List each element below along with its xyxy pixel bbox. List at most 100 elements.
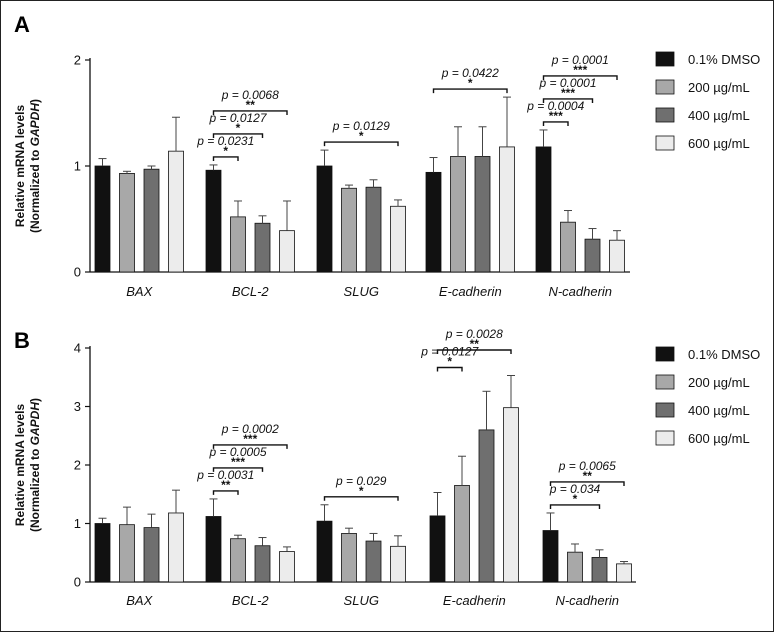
p-value-label: p = 0.0068 — [221, 88, 279, 102]
legend-swatch — [655, 135, 675, 151]
significance-stars: *** — [231, 455, 245, 469]
bar-b-2-0 — [316, 520, 333, 583]
legend-label: 600 µg/mL — [688, 136, 750, 151]
bar-a-3-0 — [425, 171, 442, 273]
y-tick-label: 2 — [74, 458, 81, 473]
category-label: N-cadherin — [555, 593, 619, 608]
legend-label: 200 µg/mL — [688, 80, 750, 95]
panel-a: A Relative mRNA levels(Normalized to GAPD… — [13, 12, 760, 299]
legend-swatch — [655, 346, 675, 362]
category-label: BCL-2 — [232, 284, 270, 299]
panel-letter: A — [14, 12, 30, 37]
category-label: BCL-2 — [232, 593, 270, 608]
p-value-label: p = 0.0031 — [196, 468, 254, 482]
significance-stars: * — [359, 129, 364, 143]
p-value-label: p = 0.029 — [335, 474, 387, 488]
significance-stars: ** — [470, 337, 480, 351]
bar-b-2-3 — [390, 545, 406, 583]
y-axis-label-suffix: ) — [28, 99, 42, 103]
bar-a-2-3 — [390, 205, 406, 273]
y-axis-label-prefix: (Normalized to — [28, 445, 42, 532]
bar-b-0-3 — [168, 512, 184, 583]
bar-b-3-3 — [503, 407, 519, 583]
legend-label: 0.1% DMSO — [688, 52, 760, 67]
category-label: E-cadherin — [439, 284, 502, 299]
bar-a-0-2 — [143, 168, 160, 273]
bar-b-0-1 — [119, 524, 135, 583]
y-tick-label: 4 — [74, 341, 81, 356]
bar-b-1-2 — [254, 545, 271, 583]
legend-swatch — [655, 79, 675, 95]
bar-a-3-3 — [499, 146, 515, 273]
y-axis-label-gene: GAPDH — [28, 103, 42, 147]
significance-stars: *** — [243, 432, 257, 446]
significance-stars: ** — [221, 478, 231, 492]
bar-a-3-1 — [450, 156, 466, 273]
significance-bracket — [212, 490, 239, 495]
legend-swatch — [655, 374, 675, 390]
bar-b-2-2 — [365, 540, 382, 583]
significance-stars: *** — [573, 63, 587, 77]
bar-b-1-1 — [230, 538, 246, 583]
p-value-label: p = 0.0127 — [208, 111, 267, 125]
bar-b-3-0 — [429, 515, 446, 583]
bar-a-3-2 — [474, 156, 491, 273]
significance-stars: * — [573, 492, 578, 506]
bar-a-2-2 — [365, 186, 382, 273]
y-axis-label-gene: GAPDH — [28, 402, 42, 446]
significance-bracket — [212, 110, 288, 115]
legend-label: 0.1% DMSO — [688, 347, 760, 362]
significance-bracket — [549, 481, 625, 486]
y-axis-label: Relative mRNA levels(Normalized to GAPDH… — [13, 99, 42, 233]
bar-b-4-3 — [616, 563, 632, 583]
significance-stars: * — [236, 121, 241, 135]
p-value-label: p = 0.0231 — [196, 134, 254, 148]
significance-bracket — [542, 98, 594, 103]
bar-b-1-0 — [205, 516, 222, 583]
category-label: BAX — [126, 593, 153, 608]
category-label: SLUG — [344, 593, 379, 608]
category-label: SLUG — [344, 284, 379, 299]
significance-stars: *** — [561, 86, 575, 100]
bar-b-2-1 — [341, 533, 357, 583]
legend-swatch — [655, 51, 675, 67]
legend-label: 400 µg/mL — [688, 108, 750, 123]
bar-a-4-2 — [584, 238, 601, 273]
p-value-label: p = 0.0422 — [441, 66, 499, 80]
panel-b: B Relative mRNA levels(Normalized to GAPD… — [13, 327, 760, 608]
bar-a-4-3 — [609, 239, 625, 273]
legend-swatch — [655, 430, 675, 446]
significance-stars: * — [468, 76, 473, 90]
bar-a-1-3 — [279, 230, 295, 273]
significance-bracket — [549, 504, 601, 509]
y-axis-label-line1: Relative mRNA levels — [13, 404, 27, 527]
legend-label: 400 µg/mL — [688, 403, 750, 418]
p-value-label: p = 0.0001 — [551, 53, 609, 67]
y-axis-label-line1: Relative mRNA levels — [13, 105, 27, 228]
p-value-label: p = 0.0129 — [332, 119, 390, 133]
bar-a-1-0 — [205, 169, 222, 273]
bar-b-4-1 — [567, 551, 583, 583]
p-value-label: p = 0.0005 — [208, 445, 266, 459]
y-axis-label-line2: (Normalized to GAPDH) — [28, 99, 42, 233]
bar-a-4-1 — [560, 221, 576, 273]
y-tick-label: 2 — [74, 53, 81, 68]
significance-bracket — [212, 133, 264, 138]
bar-b-0-2 — [143, 527, 160, 583]
y-axis-label: Relative mRNA levels(Normalized to GAPDH… — [13, 398, 42, 532]
y-tick-label: 0 — [74, 265, 81, 280]
bar-a-2-0 — [316, 165, 333, 273]
p-value-label: p = 0.0001 — [538, 76, 596, 90]
y-tick-label: 1 — [74, 516, 81, 531]
y-tick-label: 1 — [74, 159, 81, 174]
p-value-label: p = 0.0127 — [420, 344, 479, 358]
bar-a-4-0 — [535, 146, 552, 273]
bar-a-0-0 — [94, 165, 111, 273]
significance-bracket — [323, 496, 399, 501]
bar-a-1-1 — [230, 216, 246, 273]
p-value-label: p = 0.0065 — [558, 459, 616, 473]
category-label: N-cadherin — [548, 284, 612, 299]
y-tick-label: 3 — [74, 399, 81, 414]
legend-swatch — [655, 402, 675, 418]
